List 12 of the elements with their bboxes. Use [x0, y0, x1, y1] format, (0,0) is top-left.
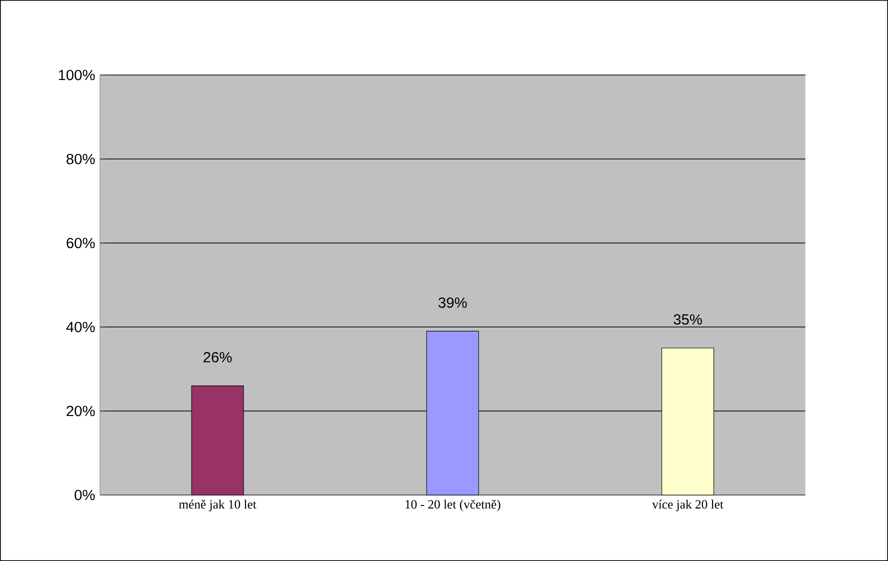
y-tick-label: 0% [74, 490, 95, 500]
data-label: 26% [204, 352, 232, 362]
y-tick-label: 100% [58, 70, 95, 80]
y-tick-label: 80% [66, 154, 95, 164]
data-label: 35% [674, 314, 702, 325]
y-tick-label: 20% [66, 406, 95, 416]
x-tick-label: 10 - 20 let (včetně) [406, 500, 500, 512]
x-tick-label: méně jak 10 let [178, 500, 256, 512]
x-tick-label: více jak 20 let [652, 500, 724, 512]
data-label: 39% [438, 297, 467, 308]
y-tick-label: 60% [66, 238, 95, 248]
y-tick-label: 40% [66, 322, 95, 332]
